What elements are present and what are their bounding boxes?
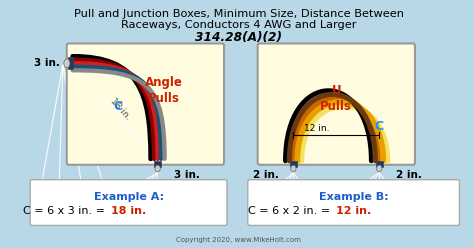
Text: C = 6 x 3 in. =: C = 6 x 3 in. =	[23, 206, 109, 216]
Ellipse shape	[155, 165, 160, 172]
Bar	[68, 58, 73, 69]
Text: 12 in.: 12 in.	[304, 124, 329, 133]
Text: Example A:: Example A:	[93, 192, 164, 202]
Text: C = 6 x 2 in. =: C = 6 x 2 in. =	[248, 206, 334, 216]
FancyBboxPatch shape	[67, 43, 224, 165]
Text: Pull and Junction Boxes, Minimum Size, Distance Between: Pull and Junction Boxes, Minimum Size, D…	[74, 9, 404, 19]
Text: U
Pulls: U Pulls	[320, 84, 352, 113]
Ellipse shape	[376, 165, 382, 172]
Text: 2 in.: 2 in.	[253, 170, 279, 180]
Ellipse shape	[64, 59, 70, 68]
Bar	[376, 161, 383, 167]
Text: 3 in.: 3 in.	[34, 58, 60, 68]
Text: C: C	[113, 100, 122, 113]
Text: 18 in.: 18 in.	[111, 206, 146, 216]
FancyBboxPatch shape	[258, 43, 415, 165]
FancyBboxPatch shape	[30, 180, 227, 225]
Text: Raceways, Conductors 4 AWG and Larger: Raceways, Conductors 4 AWG and Larger	[121, 20, 356, 30]
Text: 18 in.: 18 in.	[108, 96, 132, 122]
Ellipse shape	[291, 165, 296, 172]
FancyBboxPatch shape	[248, 180, 459, 225]
Text: Example B:: Example B:	[319, 192, 388, 202]
Text: Angle
Pulls: Angle Pulls	[145, 76, 183, 104]
Bar	[290, 161, 297, 167]
Text: Copyright 2020, www.MikeHolt.com: Copyright 2020, www.MikeHolt.com	[176, 237, 301, 243]
Text: 2 in.: 2 in.	[396, 170, 422, 180]
Text: C: C	[374, 120, 383, 133]
Text: 3 in.: 3 in.	[174, 170, 201, 180]
Bar	[154, 161, 161, 167]
Text: 314.28(A)(2): 314.28(A)(2)	[195, 31, 283, 44]
Text: 12 in.: 12 in.	[336, 206, 371, 216]
